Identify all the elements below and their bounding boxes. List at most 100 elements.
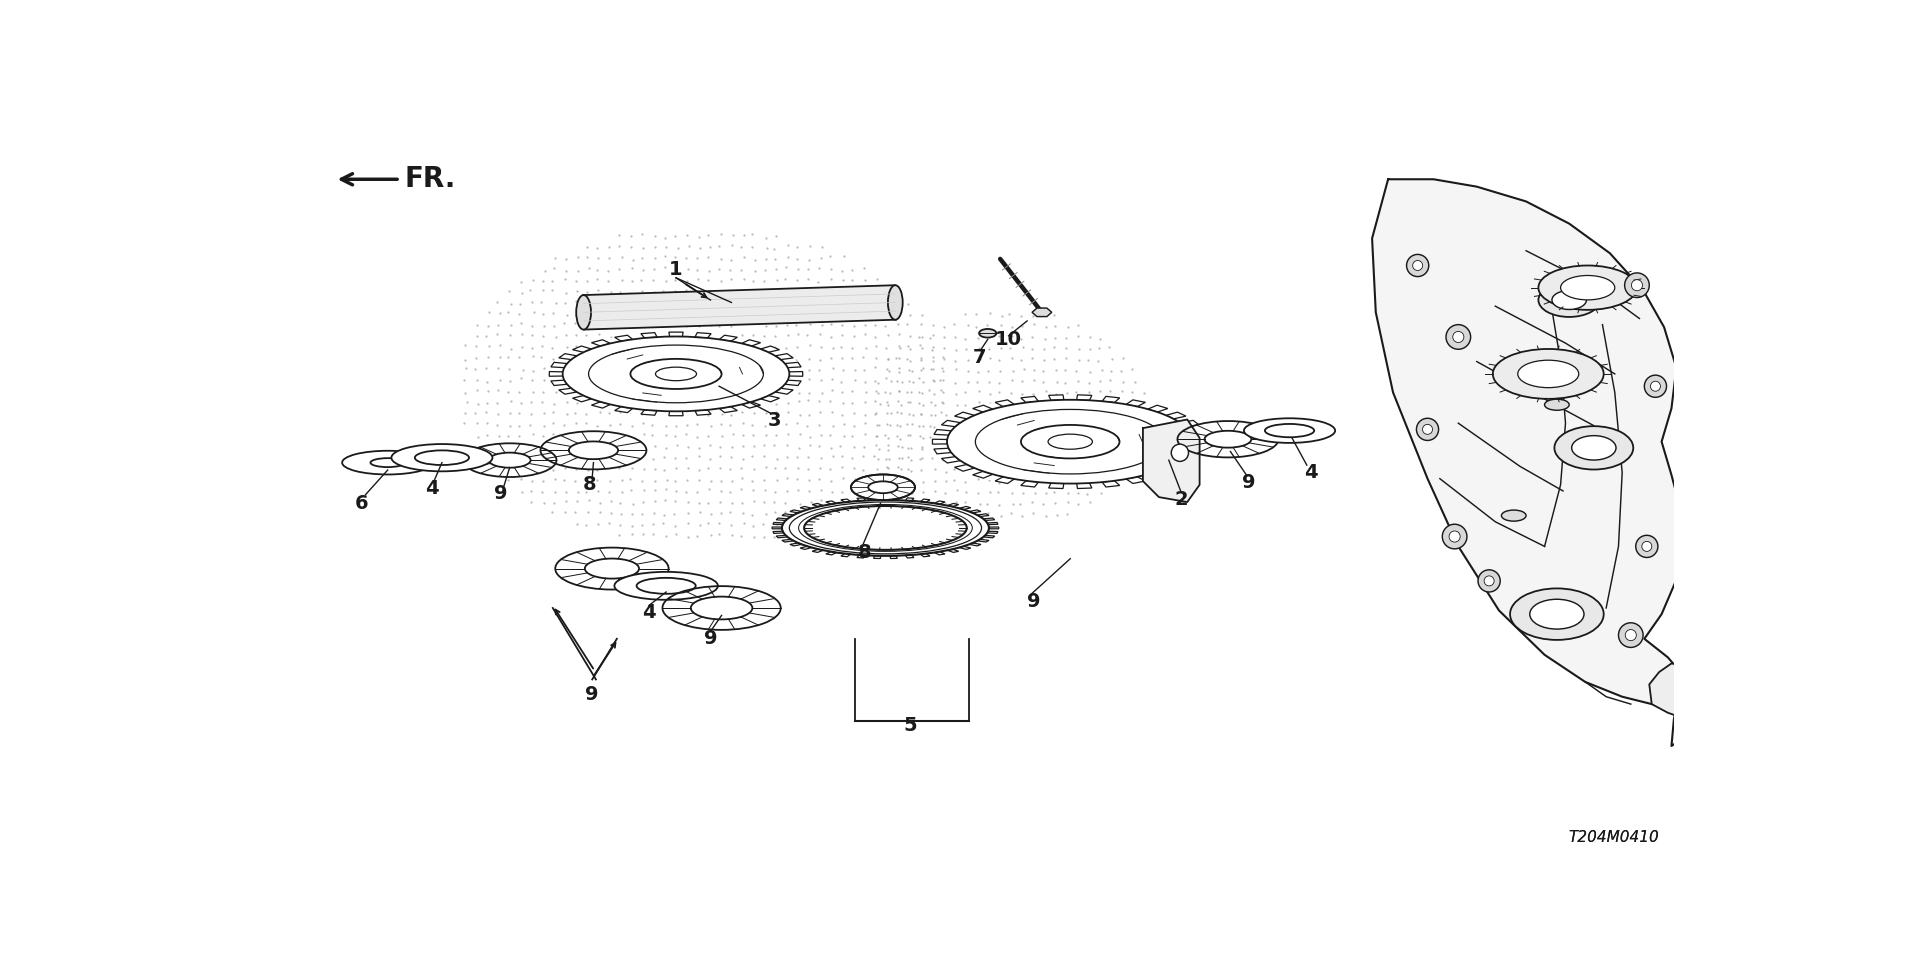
Polygon shape xyxy=(977,540,989,542)
Polygon shape xyxy=(826,552,837,555)
Ellipse shape xyxy=(662,587,781,630)
Circle shape xyxy=(1624,630,1636,640)
Ellipse shape xyxy=(778,498,995,557)
Ellipse shape xyxy=(1021,425,1119,459)
Polygon shape xyxy=(856,555,866,558)
Polygon shape xyxy=(1102,396,1119,402)
Circle shape xyxy=(1642,541,1651,551)
Polygon shape xyxy=(941,420,960,426)
Ellipse shape xyxy=(1509,588,1603,640)
Text: FR.: FR. xyxy=(405,165,457,193)
Polygon shape xyxy=(614,407,632,413)
Ellipse shape xyxy=(1551,291,1586,309)
Ellipse shape xyxy=(637,578,695,594)
Circle shape xyxy=(1450,531,1461,542)
Polygon shape xyxy=(960,507,972,510)
Text: 4: 4 xyxy=(1304,463,1317,482)
Ellipse shape xyxy=(1501,510,1526,521)
Polygon shape xyxy=(720,407,737,413)
Ellipse shape xyxy=(630,359,722,389)
Circle shape xyxy=(1676,682,1701,707)
Polygon shape xyxy=(1021,396,1039,402)
Polygon shape xyxy=(973,471,993,478)
Polygon shape xyxy=(1033,308,1052,317)
Polygon shape xyxy=(785,380,801,386)
Ellipse shape xyxy=(1538,266,1638,310)
Polygon shape xyxy=(789,510,803,513)
Polygon shape xyxy=(781,514,793,516)
Polygon shape xyxy=(941,457,960,463)
Text: 5: 5 xyxy=(902,715,918,734)
Polygon shape xyxy=(1181,457,1200,463)
Circle shape xyxy=(1478,570,1500,592)
Ellipse shape xyxy=(541,431,647,469)
Ellipse shape xyxy=(868,481,899,493)
Polygon shape xyxy=(947,549,958,552)
Polygon shape xyxy=(970,543,981,546)
Text: 9: 9 xyxy=(493,484,507,503)
Ellipse shape xyxy=(576,295,591,329)
Polygon shape xyxy=(1127,477,1146,484)
Polygon shape xyxy=(559,388,576,395)
Text: 9: 9 xyxy=(705,630,718,648)
Circle shape xyxy=(1624,273,1649,298)
Ellipse shape xyxy=(1544,399,1569,410)
Text: 7: 7 xyxy=(972,348,985,368)
Polygon shape xyxy=(812,503,824,507)
Polygon shape xyxy=(741,340,760,346)
Ellipse shape xyxy=(1048,434,1092,449)
Text: 9: 9 xyxy=(586,684,599,704)
Polygon shape xyxy=(551,362,566,368)
Ellipse shape xyxy=(1494,349,1603,398)
Polygon shape xyxy=(559,353,576,360)
Polygon shape xyxy=(1048,395,1064,400)
Text: T204M0410: T204M0410 xyxy=(1569,829,1659,845)
Polygon shape xyxy=(989,527,998,529)
Polygon shape xyxy=(841,499,851,502)
Polygon shape xyxy=(906,498,914,501)
Polygon shape xyxy=(1181,420,1200,426)
Text: 4: 4 xyxy=(424,479,440,498)
Polygon shape xyxy=(1188,448,1206,454)
Ellipse shape xyxy=(392,444,492,471)
Ellipse shape xyxy=(655,367,697,381)
Circle shape xyxy=(1619,623,1644,647)
Polygon shape xyxy=(776,536,787,538)
Polygon shape xyxy=(776,353,793,360)
Polygon shape xyxy=(591,402,611,408)
Polygon shape xyxy=(1102,481,1119,487)
Polygon shape xyxy=(668,332,684,337)
Text: 2: 2 xyxy=(1175,491,1188,509)
Circle shape xyxy=(1171,444,1188,462)
Ellipse shape xyxy=(851,474,916,500)
Polygon shape xyxy=(954,412,975,419)
Polygon shape xyxy=(1165,465,1187,471)
Circle shape xyxy=(1423,424,1432,434)
Polygon shape xyxy=(841,554,851,557)
Polygon shape xyxy=(947,503,958,507)
Polygon shape xyxy=(572,396,591,402)
Circle shape xyxy=(1651,381,1661,392)
Polygon shape xyxy=(874,556,881,559)
Polygon shape xyxy=(1188,429,1206,435)
Polygon shape xyxy=(591,340,611,346)
Polygon shape xyxy=(789,543,803,546)
Polygon shape xyxy=(954,465,975,471)
Polygon shape xyxy=(1077,483,1092,489)
Text: 4: 4 xyxy=(641,604,657,622)
Ellipse shape xyxy=(1519,360,1578,388)
Polygon shape xyxy=(774,522,783,524)
Polygon shape xyxy=(987,522,998,524)
Polygon shape xyxy=(776,388,793,395)
Polygon shape xyxy=(695,410,710,416)
Polygon shape xyxy=(741,402,760,408)
Polygon shape xyxy=(1649,663,1722,721)
Text: T204M0410: T204M0410 xyxy=(1569,829,1659,845)
Ellipse shape xyxy=(1265,424,1313,437)
Polygon shape xyxy=(668,411,684,416)
Circle shape xyxy=(1407,254,1428,276)
Polygon shape xyxy=(760,396,780,402)
Ellipse shape xyxy=(1538,283,1599,317)
Ellipse shape xyxy=(933,395,1208,489)
Polygon shape xyxy=(549,372,563,376)
